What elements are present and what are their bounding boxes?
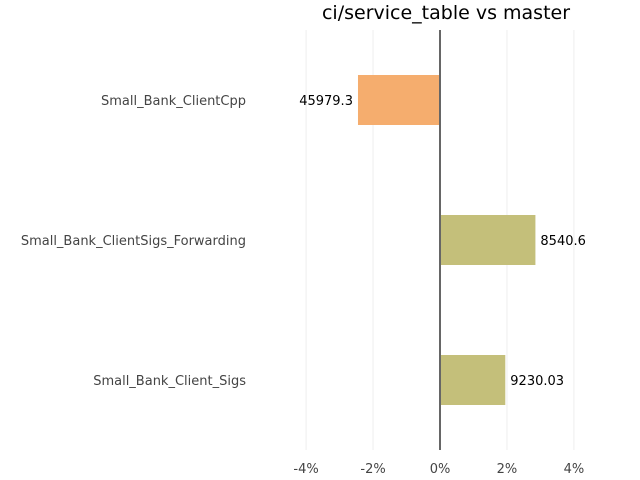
data-label: 8540.6 (540, 234, 586, 249)
x-tick-label: -2% (360, 462, 385, 477)
x-tick-label: 0% (430, 462, 451, 477)
bar (440, 355, 506, 405)
x-tick-label: -4% (293, 462, 318, 477)
category-label: Small_Bank_Client_Sigs (93, 374, 246, 389)
x-tick-label: 2% (497, 462, 518, 477)
x-tick-label: 4% (564, 462, 585, 477)
category-labels: Small_Bank_ClientCpp Small_Bank_ClientSig… (21, 94, 246, 389)
category-label: Small_Bank_ClientSigs_Forwarding (21, 234, 246, 249)
data-label: 9230.03 (510, 374, 564, 389)
bar (357, 75, 440, 125)
bars (357, 75, 536, 405)
x-tick-labels: -4% -2% 0% 2% 4% (293, 462, 584, 477)
data-label: 45979.3 (299, 94, 353, 109)
data-labels: 45979.3 8540.6 9230.03 (299, 94, 586, 389)
category-label: Small_Bank_ClientCpp (101, 94, 246, 109)
bar (440, 215, 536, 265)
chart-title: ci/service_table vs master (322, 2, 570, 24)
